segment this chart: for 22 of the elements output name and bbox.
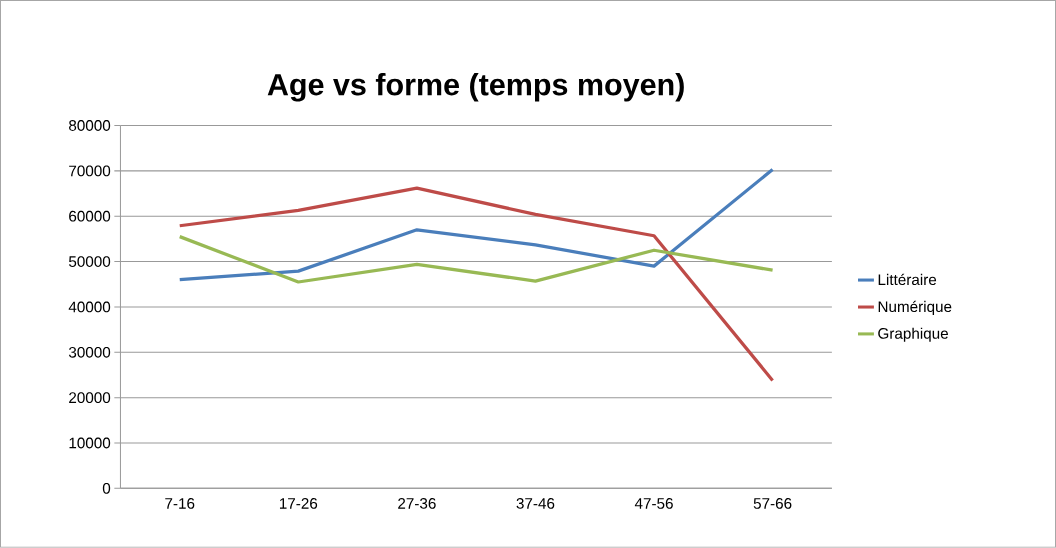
chart-title: Age vs forme (temps moyen) — [267, 73, 684, 102]
line-series — [178, 167, 775, 282]
x-tick-label: 7-16 — [165, 498, 195, 509]
line-series — [178, 186, 775, 383]
x-tick-label: 17-26 — [279, 498, 318, 509]
legend-label: Littéraire — [878, 273, 937, 286]
y-tick-label: 10000 — [69, 437, 111, 449]
legend-label: Graphique — [878, 327, 948, 342]
line-series — [178, 235, 775, 284]
y-tick-label: 70000 — [69, 165, 111, 177]
x-tick-label: 37-46 — [516, 498, 555, 509]
y-tick-label: 30000 — [68, 346, 111, 358]
x-tick-label: 57-66 — [753, 498, 792, 509]
legend-label: Numérique — [878, 300, 952, 316]
y-tick-label: 60000 — [69, 210, 111, 222]
y-tick-label: 0 — [102, 483, 111, 494]
y-tick-label: 40000 — [68, 301, 111, 313]
y-tick-label: 80000 — [69, 120, 111, 132]
y-tick-label: 50000 — [68, 256, 111, 268]
x-tick-label: 27-36 — [398, 498, 436, 509]
x-tick-label: 47-56 — [634, 498, 673, 509]
y-tick-label: 20000 — [69, 392, 111, 404]
